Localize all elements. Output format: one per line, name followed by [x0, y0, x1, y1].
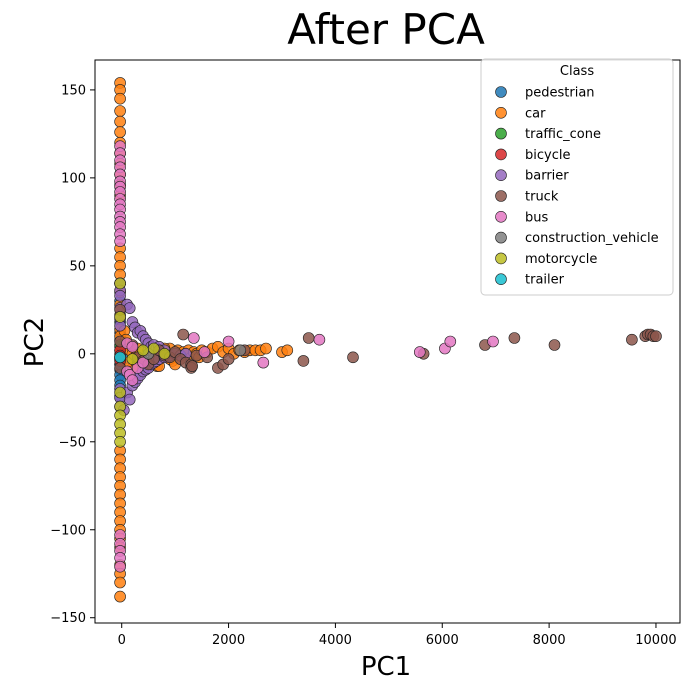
- x-axis: 0 2000 4000 6000 8000 10000: [118, 623, 677, 648]
- point-motorcycle-2: [114, 386, 126, 399]
- point-car-38: [114, 576, 126, 589]
- point-bus-28: [188, 332, 200, 344]
- point-truck-29: [508, 332, 521, 344]
- point-bus-20: [114, 560, 126, 573]
- point-car-2: [114, 92, 126, 105]
- x-tick-label-6000: 6000: [426, 633, 459, 648]
- legend-label-construction-vehicle: construction_vehicle: [525, 231, 659, 246]
- point-truck-30: [548, 339, 561, 351]
- legend-label-bicycle: bicycle: [525, 148, 570, 163]
- point-bus-29: [198, 346, 211, 358]
- point-motorcycle-8: [126, 353, 139, 365]
- legend-marker-car: [495, 107, 507, 119]
- legend-marker-motorcycle: [495, 252, 507, 265]
- legend-label-barrier: barrier: [525, 169, 569, 184]
- legend-title: Class: [560, 64, 594, 79]
- legend-marker-bus: [495, 211, 507, 223]
- point-motorcycle-7: [114, 435, 126, 448]
- point-car-84: [281, 344, 294, 357]
- x-tick-label-0: 0: [118, 633, 126, 648]
- x-axis-label: PC1: [361, 652, 411, 682]
- points-layer: [114, 77, 662, 603]
- legend-label-motorcycle: motorcycle: [525, 252, 597, 267]
- point-truck-22: [222, 353, 235, 365]
- point-trailer-0: [114, 351, 126, 364]
- y-tick-label-100: 100: [61, 171, 86, 186]
- point-barrier-11: [123, 302, 136, 314]
- legend-label-pedestrian: pedestrian: [525, 86, 595, 101]
- point-bus-35: [444, 335, 457, 348]
- point-bus-36: [487, 335, 499, 348]
- legend-marker-traffic-cone: [495, 127, 507, 140]
- y-axis: −150 −100 −50 0 50 100 150: [50, 83, 95, 626]
- legend-label-car: car: [525, 106, 546, 121]
- legend-marker-bicycle: [495, 148, 507, 161]
- legend-marker-trailer: [495, 273, 507, 286]
- point-bus-25: [126, 340, 139, 353]
- point-construction-vehicle-1: [234, 344, 247, 357]
- point-bus-23: [126, 374, 139, 387]
- point-motorcycle-1: [114, 311, 126, 323]
- y-tick-label-50: 50: [69, 259, 86, 274]
- y-tick-label--50: −50: [59, 435, 86, 450]
- legend-box: [480, 58, 674, 296]
- chart-title: After PCA: [287, 5, 485, 54]
- point-truck-16: [186, 360, 198, 372]
- y-tick-label-150: 150: [61, 83, 86, 98]
- legend-label-trailer: trailer: [525, 273, 565, 288]
- point-bus-30: [222, 335, 235, 348]
- x-tick-label-4000: 4000: [319, 633, 352, 648]
- y-tick-label-0: 0: [78, 347, 86, 362]
- point-barrier-2: [114, 289, 126, 302]
- legend-label-bus: bus: [525, 210, 548, 225]
- point-motorcycle-0: [114, 277, 126, 290]
- x-tick-label-10000: 10000: [635, 633, 676, 648]
- point-truck-26: [347, 351, 359, 364]
- point-car-82: [260, 342, 272, 355]
- point-bus-31: [257, 356, 270, 369]
- point-truck-31: [626, 333, 638, 346]
- point-truck-24: [297, 355, 310, 367]
- legend-label-truck: truck: [525, 190, 559, 205]
- point-truck-25: [302, 332, 315, 344]
- point-bus-27: [137, 356, 149, 369]
- legend-label-traffic-cone: traffic_cone: [525, 127, 601, 142]
- point-bus-15: [114, 235, 126, 247]
- point-barrier-25: [123, 393, 136, 406]
- legend-marker-construction-vehicle: [495, 231, 507, 244]
- point-bus-32: [313, 333, 326, 346]
- point-truck-17: [177, 328, 189, 341]
- y-tick-label--150: −150: [50, 611, 86, 626]
- x-tick-label-2000: 2000: [212, 633, 245, 648]
- point-car-39: [114, 590, 126, 603]
- legend-marker-pedestrian: [495, 86, 507, 98]
- point-motorcycle-9: [137, 344, 149, 357]
- y-tick-label--100: −100: [50, 523, 86, 538]
- point-bus-33: [413, 346, 426, 358]
- legend-marker-barrier: [495, 169, 507, 181]
- point-motorcycle-11: [158, 347, 171, 360]
- plot-border: [94, 59, 681, 624]
- legend-marker-truck: [495, 190, 507, 202]
- point-truck-36: [650, 330, 662, 343]
- point-car-5: [114, 126, 126, 138]
- x-tick-label-8000: 8000: [533, 633, 566, 648]
- point-car-3: [114, 105, 126, 117]
- point-car-4: [114, 115, 126, 128]
- y-axis-label: PC2: [20, 317, 50, 367]
- point-motorcycle-10: [148, 342, 160, 355]
